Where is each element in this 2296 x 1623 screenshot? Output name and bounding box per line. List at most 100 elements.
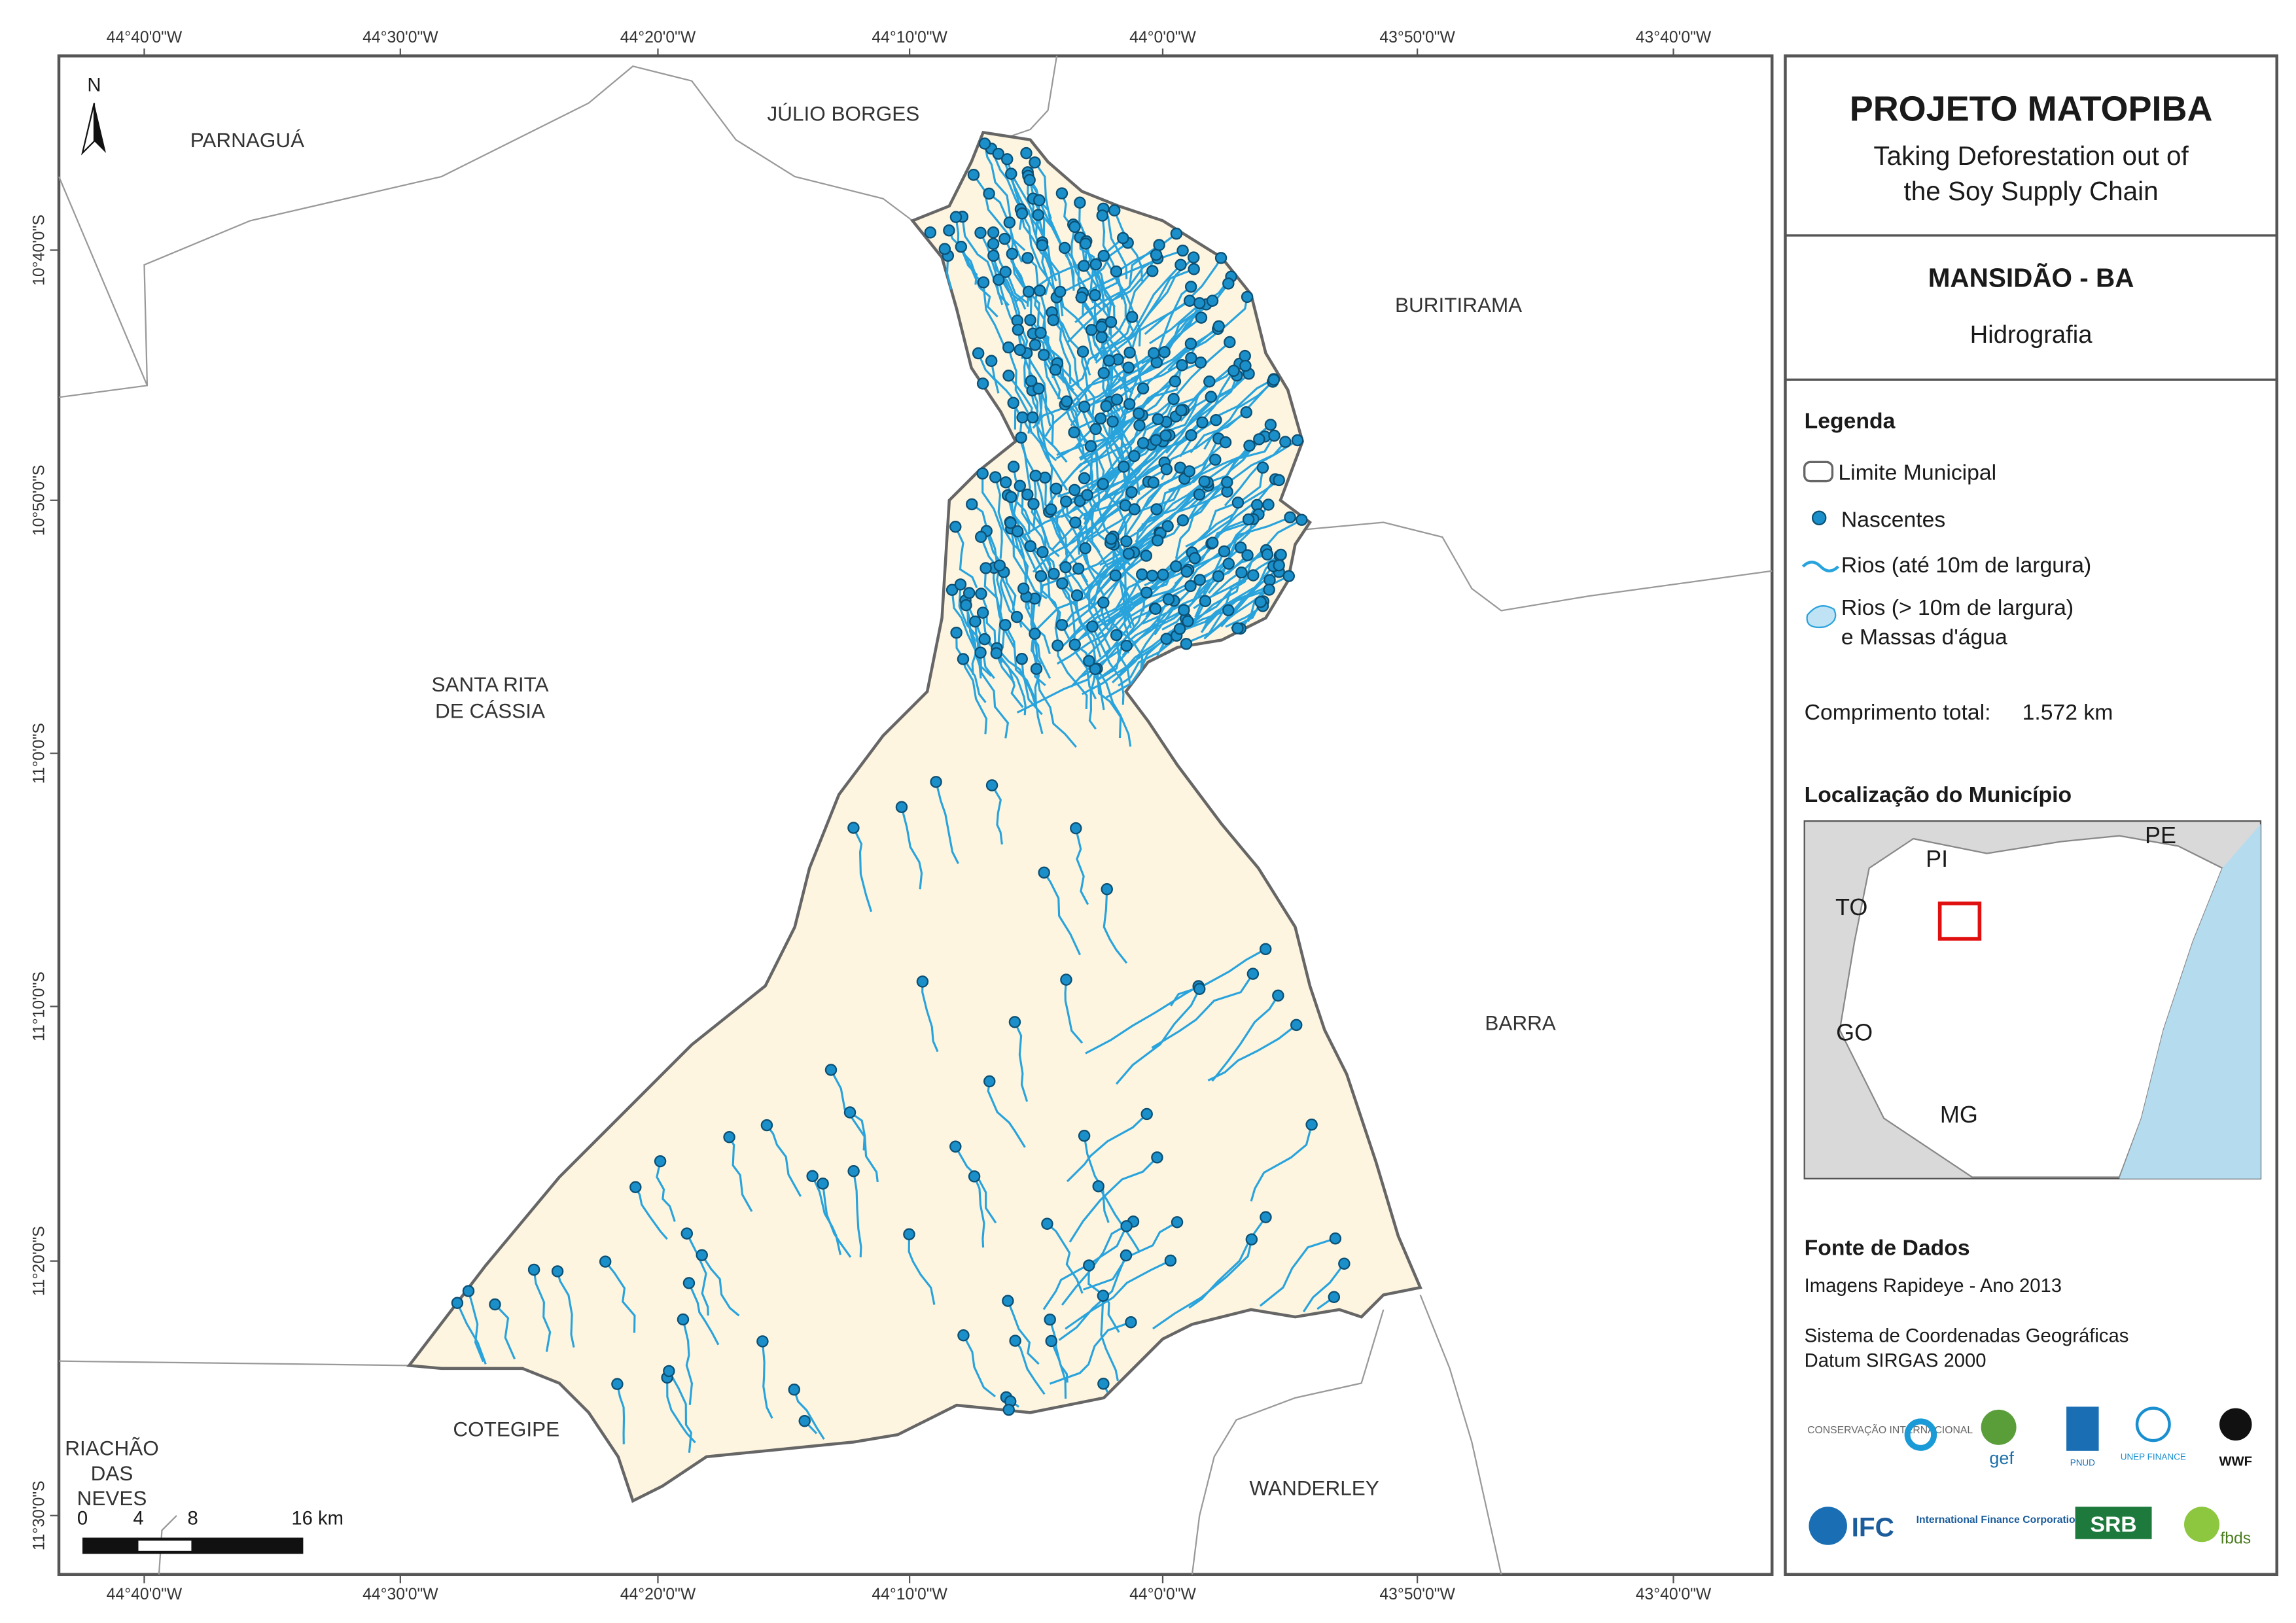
spring <box>992 273 1005 286</box>
spring <box>1083 1259 1095 1272</box>
spring <box>696 1249 708 1261</box>
logos: CONSERVAÇÃO INTERNACIONAL gef PNUD UNEP … <box>1807 1406 2252 1548</box>
spring <box>1109 569 1122 582</box>
spring <box>1104 316 1118 328</box>
river <box>1067 244 1160 343</box>
map-frame <box>57 54 1774 1577</box>
spring <box>938 243 951 255</box>
north-arrow: N <box>80 75 106 156</box>
spring <box>462 1285 475 1297</box>
neighbor-boundaries <box>58 56 1773 1575</box>
river <box>701 1254 740 1317</box>
spring <box>1002 1295 1014 1307</box>
spring <box>1051 639 1064 652</box>
river <box>1115 988 1201 1085</box>
spring <box>1188 251 1200 264</box>
spring <box>1001 153 1014 166</box>
river <box>1065 567 1112 633</box>
spring <box>1128 503 1141 515</box>
spring <box>1030 663 1043 675</box>
panel-border <box>1784 54 2278 1577</box>
river <box>686 1232 709 1316</box>
spring <box>1305 1118 1318 1131</box>
boundary <box>1419 1294 1502 1575</box>
logo-mark <box>2184 1507 2220 1543</box>
place-label: WANDERLEY <box>1250 1476 1379 1499</box>
spring <box>1272 989 1284 1002</box>
river <box>954 1145 997 1224</box>
river <box>467 1291 484 1363</box>
spring <box>1005 491 1017 504</box>
spring <box>1076 345 1089 358</box>
spring <box>1243 440 1256 452</box>
river <box>1135 480 1205 543</box>
river <box>1056 362 1101 427</box>
spring <box>1045 1335 1057 1348</box>
spring <box>1049 364 1062 376</box>
spring <box>798 1414 811 1427</box>
spring <box>1007 396 1019 410</box>
spring <box>1123 398 1136 410</box>
spring <box>1056 577 1069 590</box>
panel: PROJETO MATOPIBA Taking Deforestation ou… <box>1784 54 2278 1577</box>
river <box>1056 645 1088 709</box>
spring <box>680 1227 694 1240</box>
river <box>1259 1237 1336 1307</box>
spring <box>1162 593 1175 606</box>
spring <box>1025 375 1038 387</box>
spring <box>1151 534 1164 547</box>
source-line: Sistema de Coordenadas Geográficas <box>1805 1325 2129 1346</box>
river <box>667 1370 692 1453</box>
state-label: TO <box>1835 894 1867 920</box>
spring <box>1074 196 1086 209</box>
river <box>1031 390 1057 462</box>
spring <box>1006 247 1019 260</box>
spring <box>1095 321 1108 333</box>
river <box>793 1389 825 1440</box>
spring <box>1146 569 1159 582</box>
longitude-label: 44°30'0"W <box>362 1586 438 1603</box>
spring <box>1203 375 1216 388</box>
spring <box>1045 503 1057 515</box>
spring <box>1118 461 1130 473</box>
river <box>935 781 959 864</box>
spring <box>993 559 1006 572</box>
river <box>1043 871 1082 956</box>
spring <box>1210 413 1222 427</box>
spring <box>977 276 990 288</box>
spring <box>976 606 989 619</box>
spring <box>1084 440 1097 453</box>
spring <box>551 1265 564 1278</box>
spring <box>1241 290 1254 304</box>
river <box>1046 1223 1084 1294</box>
spring <box>1117 232 1129 245</box>
river <box>1144 257 1222 336</box>
river <box>1037 215 1057 294</box>
spring <box>976 467 989 480</box>
latitude-label: 11°30'0"S <box>31 1480 48 1550</box>
river <box>1064 404 1088 462</box>
scale-label: 4 <box>133 1508 143 1529</box>
river <box>983 143 1012 217</box>
spring <box>1029 156 1041 169</box>
river <box>1052 319 1072 384</box>
spring <box>1175 404 1188 417</box>
spring <box>976 377 989 390</box>
spring <box>978 633 991 646</box>
spring <box>1060 973 1072 986</box>
spring <box>990 647 1003 659</box>
spring <box>1026 411 1039 424</box>
spring <box>1218 545 1231 558</box>
state-label: MG <box>1940 1101 1978 1128</box>
source-line: Datum SIRGAS 2000 <box>1805 1351 1987 1372</box>
spring <box>1140 1108 1153 1121</box>
river <box>1173 370 1235 451</box>
spring <box>1133 407 1145 420</box>
scale-label: 0 <box>77 1508 88 1529</box>
spring <box>1158 346 1171 358</box>
logo-text: PNUD <box>2070 1457 2095 1467</box>
place-label: NEVES <box>77 1486 147 1510</box>
spring <box>1253 433 1265 445</box>
spring <box>916 975 929 988</box>
spring <box>1070 822 1082 835</box>
